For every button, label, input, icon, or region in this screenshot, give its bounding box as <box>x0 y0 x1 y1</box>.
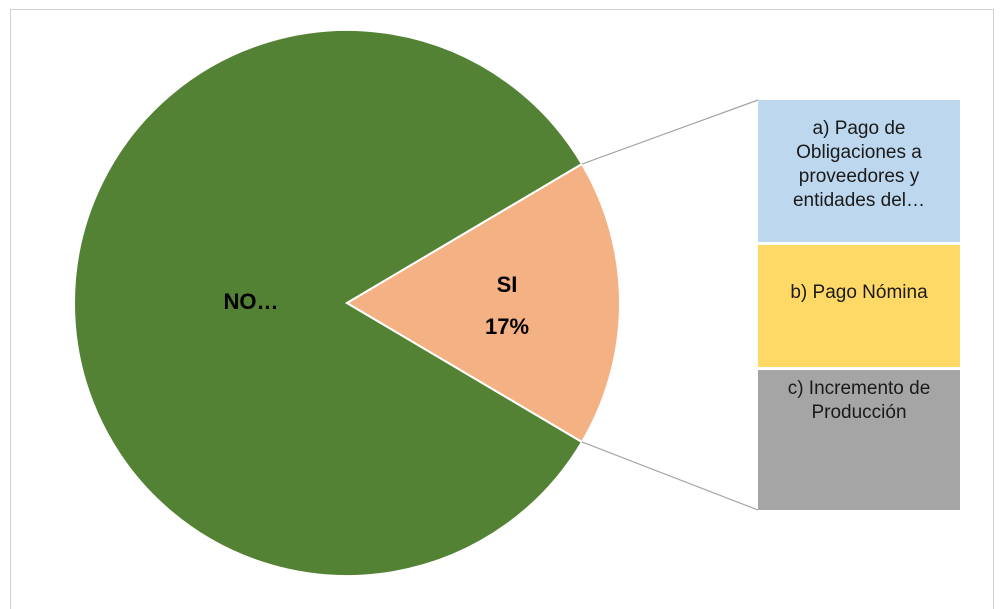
bar-segment-a <box>758 100 960 242</box>
bar-segment-label: entidades del… <box>793 190 925 211</box>
bar-segment-label: c) Incremento de <box>788 378 931 399</box>
bar-segment-label: Obligaciones a <box>796 142 922 163</box>
pie-slice-no <box>73 29 584 577</box>
connector-line-bottom <box>581 441 759 511</box>
secondary-bar: a) Pago de Obligaciones a proveedores y ent… <box>758 100 960 510</box>
slice-label-si: SI <box>497 272 518 297</box>
connector-lines <box>581 99 759 511</box>
slice-label-no: NO… <box>224 289 279 314</box>
bar-segment-label: a) Pago de <box>813 118 906 139</box>
slice-labels: NO… SI 17% <box>224 272 530 339</box>
connector-line-top <box>581 99 759 165</box>
slice-value-si: 17% <box>485 314 529 339</box>
bar-segment-b <box>758 245 960 368</box>
bar-segment-label: b) Pago Nómina <box>790 282 928 303</box>
pie-slice-si <box>345 162 621 444</box>
pie <box>73 29 621 577</box>
bar-segment-label: proveedores y <box>799 166 920 187</box>
bar-segment-c <box>758 370 960 510</box>
bar-segment-label: Producción <box>811 402 906 423</box>
